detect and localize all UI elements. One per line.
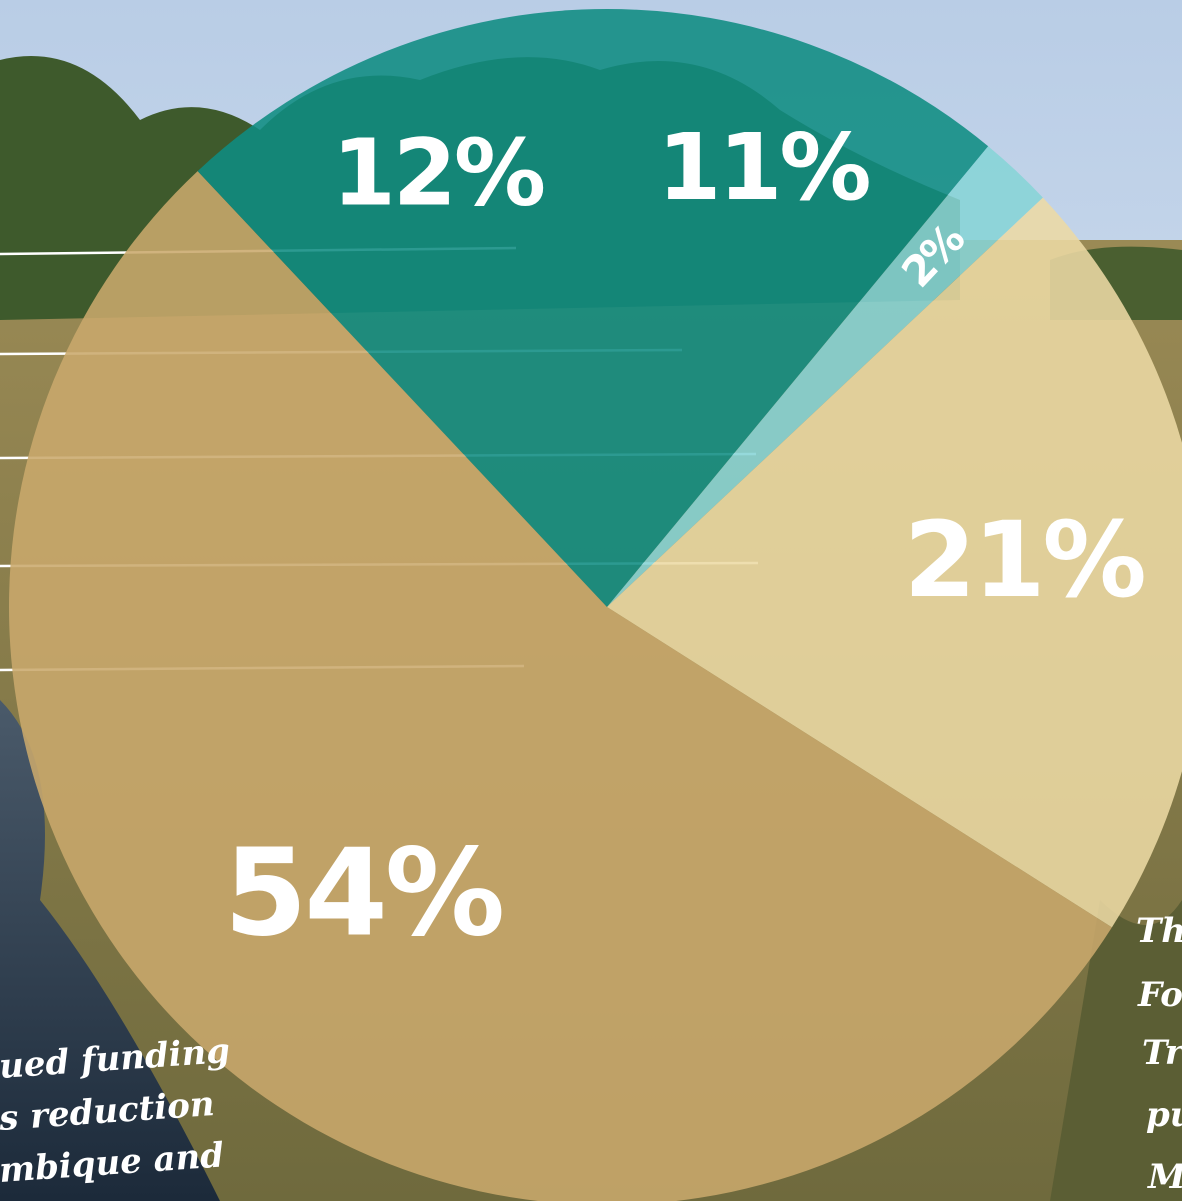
- pie-slice: [197, 9, 608, 607]
- annotation: M: [1147, 1157, 1182, 1197]
- value-label: 54%: [224, 825, 502, 964]
- pie-slice: [9, 171, 1112, 1201]
- pie-slice: [607, 146, 1043, 607]
- pie-slice: [607, 9, 989, 607]
- value-label: 12%: [332, 119, 544, 226]
- pie-labels: 11%2%21%54%12%: [224, 114, 1147, 964]
- value-label: 21%: [904, 499, 1144, 621]
- pie-slice: [607, 197, 1182, 928]
- annotation: Fo: [1137, 975, 1182, 1015]
- annotation: Tr: [1142, 1033, 1182, 1073]
- annotation: Th: [1136, 911, 1182, 951]
- pie: [9, 9, 1182, 1201]
- annotation: pu: [1146, 1095, 1182, 1135]
- value-label: 11%: [657, 114, 869, 221]
